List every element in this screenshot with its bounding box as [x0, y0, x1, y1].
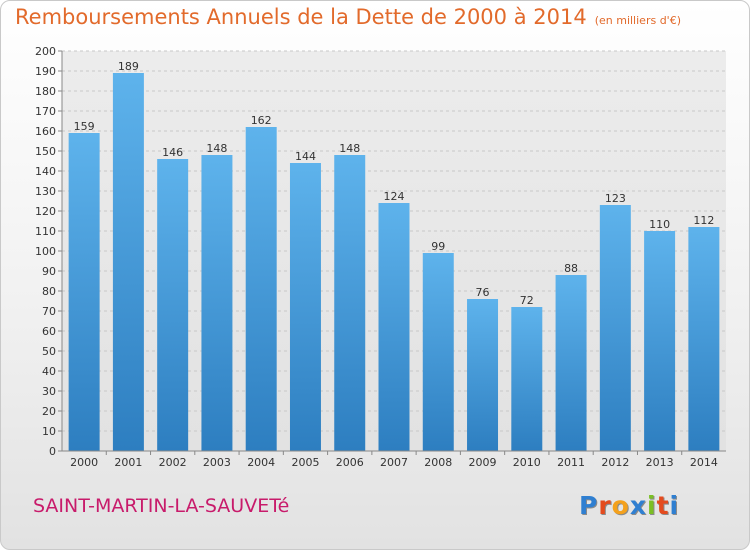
bar: [599, 205, 631, 451]
bar: [378, 203, 410, 451]
chart-subtitle: (en milliers d'€): [594, 14, 681, 27]
y-tick-label: 170: [35, 105, 56, 118]
chart-title: Remboursements Annuels de la Dette de 20…: [15, 5, 681, 29]
commune-name: SAINT-MARTIN-LA-SAUVETé: [33, 495, 290, 517]
x-tick-label: 2001: [114, 456, 142, 469]
y-tick-label: 10: [42, 425, 56, 438]
bar: [334, 155, 366, 451]
bar-value-label: 76: [476, 286, 490, 299]
x-tick-label: 2010: [513, 456, 541, 469]
x-axis-ticks: 2000 2001 2002 2003 2004 2005 2006 2007 2008 2009…: [70, 451, 718, 469]
y-tick-label: 180: [35, 85, 56, 98]
y-tick-label: 50: [42, 345, 56, 358]
x-tick-label: 2014: [690, 456, 718, 469]
bar-value-label: 162: [251, 114, 272, 127]
y-tick-label: 70: [42, 305, 56, 318]
bar: [422, 253, 454, 451]
bar: [245, 127, 277, 451]
x-tick-label: 2006: [336, 456, 364, 469]
bar: [688, 227, 720, 451]
bar: [201, 155, 233, 451]
y-axis-ticks: 0 10 20 30 40 50 60 70 80 90 100 110 120 130 140 150 160…: [35, 45, 62, 458]
y-tick-label: 20: [42, 405, 56, 418]
x-tick-label: 2013: [646, 456, 674, 469]
bar: [112, 73, 144, 451]
bar-value-label: 146: [162, 146, 183, 159]
y-tick-label: 80: [42, 285, 56, 298]
x-tick-label: 2003: [203, 456, 231, 469]
y-tick-label: 30: [42, 385, 56, 398]
bar-value-label: 124: [384, 190, 405, 203]
bar-value-label: 189: [118, 60, 139, 73]
x-tick-label: 2007: [380, 456, 408, 469]
x-tick-label: 2011: [557, 456, 585, 469]
bar-value-label: 99: [431, 240, 445, 253]
bar-value-label: 88: [564, 262, 578, 275]
y-tick-label: 90: [42, 265, 56, 278]
bar: [644, 231, 676, 451]
y-tick-label: 200: [35, 45, 56, 58]
bar-value-label: 144: [295, 150, 316, 163]
logo-letter: x: [629, 491, 647, 520]
logo-letter: i: [669, 491, 680, 520]
y-tick-label: 140: [35, 165, 56, 178]
chart-title-text: Remboursements Annuels de la Dette de 20…: [15, 5, 587, 29]
y-tick-label: 0: [49, 445, 56, 458]
x-tick-label: 2004: [247, 456, 275, 469]
bar-value-label: 112: [693, 214, 714, 227]
logo-letter: i: [647, 491, 657, 520]
x-tick-label: 2000: [70, 456, 98, 469]
bar: [157, 159, 189, 451]
x-tick-label: 2012: [601, 456, 629, 469]
y-tick-label: 150: [35, 145, 56, 158]
bar-value-label: 123: [605, 192, 626, 205]
bar-value-label: 72: [520, 294, 534, 307]
y-tick-label: 120: [35, 205, 56, 218]
logo-letter: t: [656, 491, 670, 520]
bar-value-labels: 159 189 146 148 162 144 148 124 99 76 72 88 123 110 11…: [74, 60, 715, 307]
bar: [467, 299, 499, 451]
y-tick-label: 160: [35, 125, 56, 138]
logo-letter: P: [579, 491, 599, 520]
x-tick-label: 2009: [469, 456, 497, 469]
bar-value-label: 159: [74, 120, 95, 133]
proxiti-logo: Proxiti: [579, 491, 679, 520]
bar-value-label: 110: [649, 218, 670, 231]
x-tick-label: 2008: [424, 456, 452, 469]
y-tick-label: 100: [35, 245, 56, 258]
y-tick-label: 130: [35, 185, 56, 198]
y-tick-label: 190: [35, 65, 56, 78]
y-tick-label: 40: [42, 365, 56, 378]
bar: [555, 275, 587, 451]
bar: [511, 307, 543, 451]
bar: [289, 163, 321, 451]
logo-letter: o: [611, 491, 630, 520]
y-tick-label: 60: [42, 325, 56, 338]
bar: [68, 133, 100, 451]
bar-value-label: 148: [339, 142, 360, 155]
bar-value-label: 148: [206, 142, 227, 155]
bars: [68, 73, 720, 451]
logo-letter: r: [598, 491, 612, 520]
x-tick-label: 2005: [291, 456, 319, 469]
x-tick-label: 2002: [159, 456, 187, 469]
y-tick-label: 110: [35, 225, 56, 238]
